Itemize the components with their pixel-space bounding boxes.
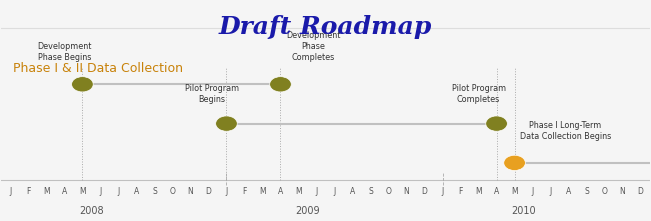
Text: A: A (566, 187, 571, 196)
Text: A: A (278, 187, 283, 196)
Text: M: M (259, 187, 266, 196)
Text: N: N (404, 187, 409, 196)
Ellipse shape (504, 155, 525, 171)
Text: J: J (549, 187, 551, 196)
Text: Draft Roadmap: Draft Roadmap (219, 15, 432, 40)
Text: M: M (511, 187, 518, 196)
Text: O: O (602, 187, 607, 196)
Text: F: F (242, 187, 247, 196)
Text: M: M (475, 187, 482, 196)
Text: Development
Phase Begins: Development Phase Begins (37, 42, 92, 63)
Text: S: S (584, 187, 589, 196)
Text: M: M (79, 187, 86, 196)
Ellipse shape (215, 116, 237, 131)
Text: O: O (169, 187, 175, 196)
Text: N: N (187, 187, 193, 196)
Text: J: J (117, 187, 120, 196)
Ellipse shape (270, 77, 291, 92)
Text: F: F (26, 187, 31, 196)
Text: D: D (638, 187, 644, 196)
Text: 2010: 2010 (511, 206, 536, 216)
Text: 2009: 2009 (295, 206, 320, 216)
Text: J: J (315, 187, 318, 196)
Text: F: F (458, 187, 463, 196)
Text: 2008: 2008 (79, 206, 104, 216)
Text: A: A (62, 187, 67, 196)
Text: J: J (531, 187, 534, 196)
Text: Development
Phase
Completes: Development Phase Completes (286, 31, 340, 63)
Text: J: J (9, 187, 12, 196)
Text: Phase I & II Data Collection: Phase I & II Data Collection (13, 62, 183, 75)
Text: Phase I Long-Term
Data Collection Begins: Phase I Long-Term Data Collection Begins (520, 121, 611, 141)
Text: N: N (620, 187, 626, 196)
Text: Pilot Program
Completes: Pilot Program Completes (452, 84, 506, 104)
Text: D: D (422, 187, 428, 196)
Text: Pilot Program
Begins: Pilot Program Begins (185, 84, 239, 104)
Text: S: S (368, 187, 373, 196)
Text: J: J (441, 187, 444, 196)
Text: J: J (225, 187, 228, 196)
Text: J: J (333, 187, 336, 196)
Text: A: A (350, 187, 355, 196)
Text: M: M (43, 187, 49, 196)
Ellipse shape (486, 116, 507, 131)
Text: D: D (206, 187, 212, 196)
Ellipse shape (72, 77, 93, 92)
Text: J: J (100, 187, 102, 196)
Text: O: O (385, 187, 391, 196)
Text: A: A (494, 187, 499, 196)
Text: S: S (152, 187, 157, 196)
Text: A: A (134, 187, 139, 196)
Text: M: M (295, 187, 302, 196)
